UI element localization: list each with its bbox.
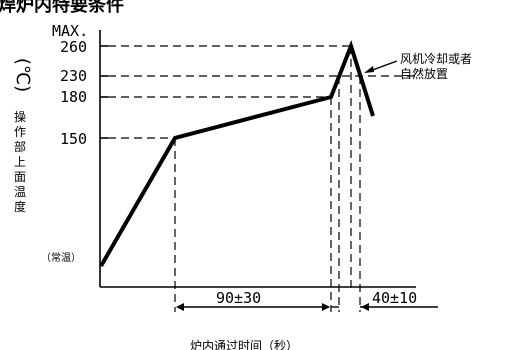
y-tick-label-150: 150 bbox=[60, 130, 87, 148]
y-max-label: MAX. bbox=[52, 22, 88, 40]
cooling-annotation-line2: 自然放置 bbox=[400, 66, 448, 81]
x-axis-title: 炉内通过时间（秒） bbox=[190, 339, 298, 350]
y-axis-title-char: 面 bbox=[14, 170, 26, 184]
y-tick-label-180: 180 bbox=[60, 88, 87, 106]
dim-arrow-preheat-right bbox=[322, 303, 330, 311]
y-base-label: （常温） bbox=[41, 251, 81, 264]
y-tick-label-260: 260 bbox=[60, 38, 87, 56]
duration-preheat-label: 90±30 bbox=[216, 289, 261, 307]
dim-arrow-peak-left bbox=[361, 303, 369, 311]
y-axis-title-char: 部 bbox=[14, 139, 26, 154]
y-axis-title-char: 操 bbox=[14, 109, 26, 124]
y-axis-title-char: 度 bbox=[14, 199, 26, 214]
y-axis-title: 操作部上面温度 bbox=[14, 109, 26, 214]
duration-peak-label: 40±10 bbox=[372, 289, 417, 307]
y-axis-title-char: 上 bbox=[14, 155, 26, 169]
annotation-arrow-head bbox=[364, 66, 374, 73]
y-tick-label-230: 230 bbox=[60, 67, 87, 85]
temperature-profile-curve bbox=[99, 39, 375, 268]
cooling-annotation-line1: 风机冷却或者 bbox=[400, 52, 472, 66]
y-axis-title-char: 作 bbox=[14, 125, 26, 139]
y-unit-label: (℃) bbox=[12, 58, 33, 92]
diagram-title: 焊炉内特要条件 bbox=[0, 0, 124, 16]
y-axis-title-char: 温 bbox=[14, 185, 26, 199]
dim-arrow-preheat-left bbox=[176, 303, 184, 311]
